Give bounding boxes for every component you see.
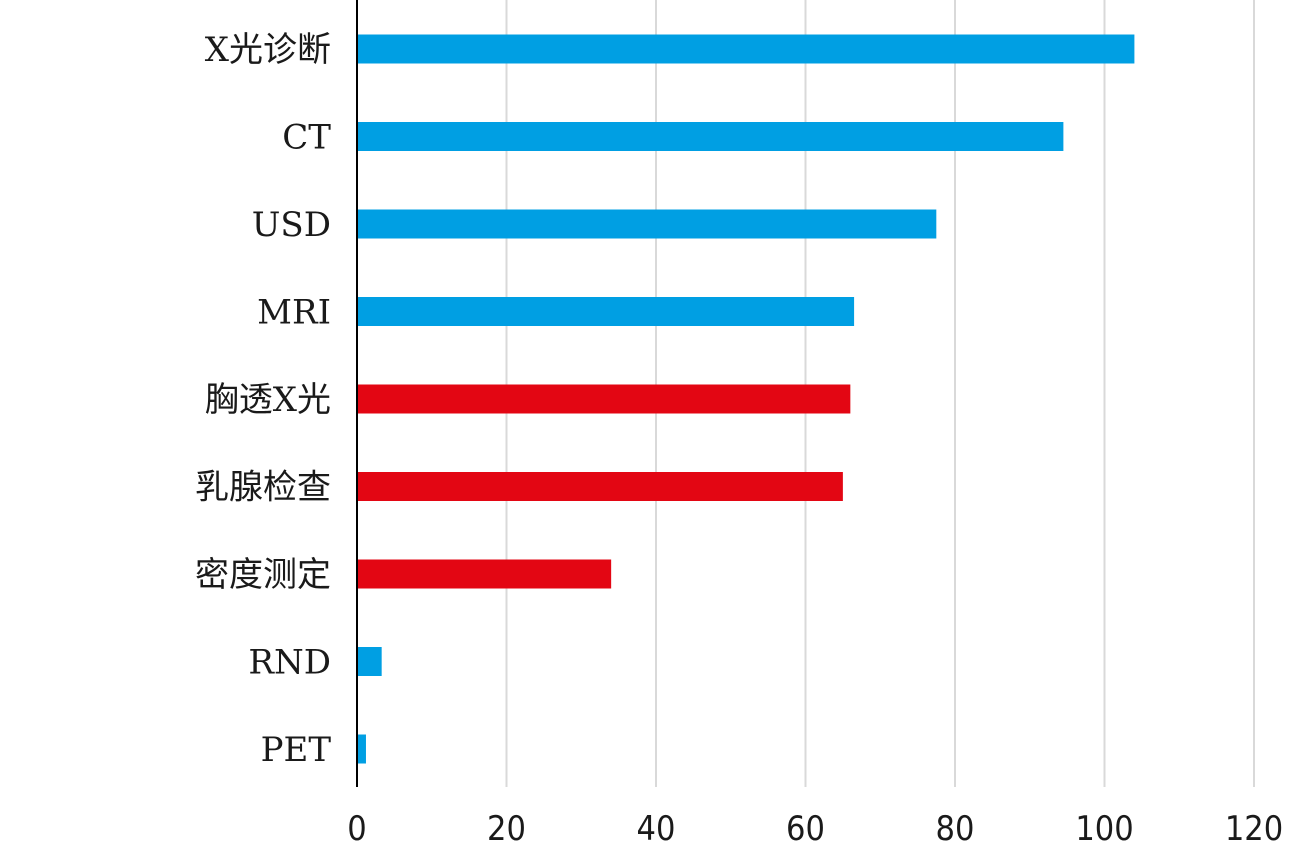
category-label-1: CT — [282, 118, 331, 158]
category-label-4: 胸透X光 — [205, 380, 331, 420]
bar-4 — [357, 384, 851, 414]
bar-8 — [357, 734, 366, 764]
bar-3 — [357, 297, 855, 326]
bar-5 — [357, 472, 843, 501]
category-label-8: PET — [261, 730, 332, 770]
x-tick-label-0: 0 — [347, 809, 366, 849]
bar-7 — [357, 647, 382, 676]
category-label-2: USD — [252, 205, 331, 245]
category-label-5: 乳腺检查 — [195, 468, 331, 508]
bar-0 — [357, 34, 1135, 64]
category-label-6: 密度测定 — [195, 555, 331, 595]
category-label-0: X光诊断 — [205, 30, 331, 70]
x-tick-label-120: 120 — [1225, 809, 1283, 849]
x-tick-label-100: 100 — [1075, 809, 1133, 849]
bar-2 — [357, 209, 937, 239]
bar-1 — [357, 122, 1064, 151]
category-label-7: RND — [248, 643, 331, 683]
x-tick-label-60: 60 — [786, 809, 825, 849]
bar-6 — [357, 559, 612, 589]
bars — [357, 34, 1135, 764]
x-tick-label-20: 20 — [487, 809, 526, 849]
category-label-3: MRI — [257, 293, 331, 333]
x-tick-labels: 0 20 40 60 80 100 120 — [347, 809, 1283, 849]
x-tick-label-40: 40 — [637, 809, 676, 849]
x-tick-label-80: 80 — [936, 809, 975, 849]
